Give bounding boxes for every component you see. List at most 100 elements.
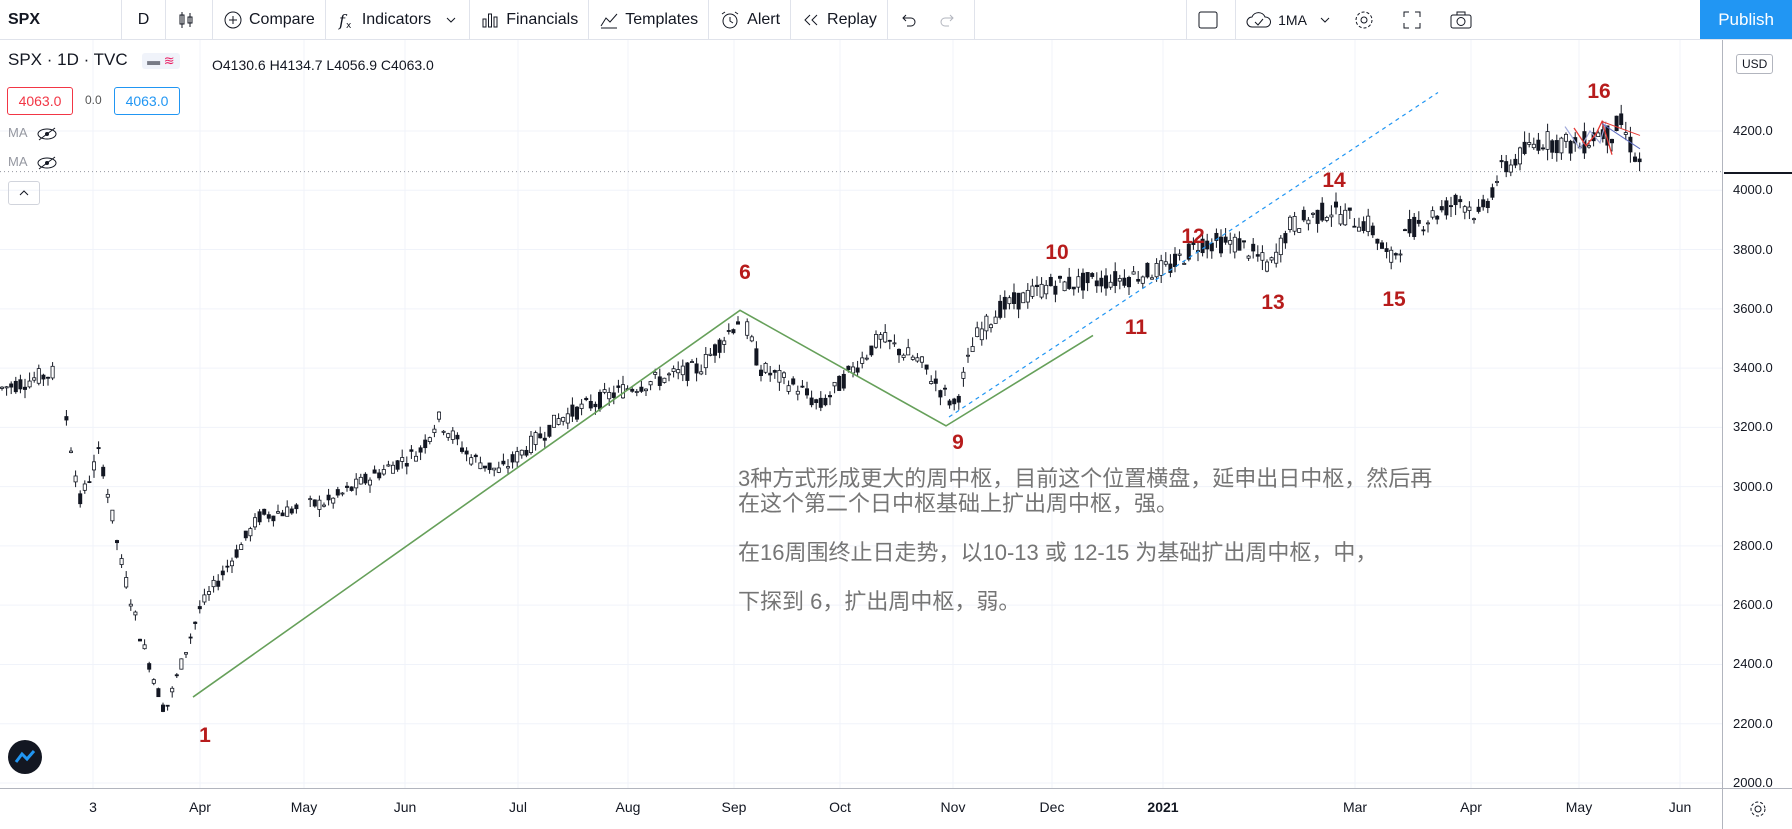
candle-body	[1058, 275, 1063, 279]
candle-body	[602, 389, 607, 393]
ask-price-box[interactable]: 4063.0	[114, 87, 180, 115]
time-axis[interactable]: 3 Apr May Jun Jul Aug Sep Oct Nov Dec 2021 Mar Apr Ma…	[0, 788, 1722, 829]
candle-body	[1416, 219, 1421, 224]
candle-body	[823, 397, 828, 406]
candle-body	[892, 342, 897, 345]
candle-body	[1131, 271, 1136, 275]
candle-body	[1154, 263, 1159, 278]
last-price-marker	[1724, 171, 1792, 174]
candle-body	[312, 499, 317, 507]
price-axis[interactable]: 4200.0 4000.0 3800.0 3600.0 3400.0 3200.0 3000…	[1722, 40, 1792, 790]
snapshot-button[interactable]	[1439, 0, 1489, 39]
tradingview-logo-icon[interactable]	[8, 740, 42, 774]
candle-body	[786, 385, 791, 392]
candle-body	[1338, 214, 1343, 225]
price-chart[interactable]	[0, 40, 1722, 788]
candle-body	[354, 478, 359, 489]
candle-body	[860, 357, 865, 364]
candle-body	[975, 327, 980, 338]
collapse-legend-button[interactable]	[8, 181, 40, 205]
candle-body	[703, 354, 708, 369]
candle-body	[1518, 147, 1523, 165]
candle-body	[1476, 206, 1481, 212]
candle-body	[115, 540, 120, 544]
candle-body	[367, 479, 372, 486]
indicators-label: Indicators	[361, 10, 432, 28]
candle-body	[1380, 242, 1385, 249]
candle-body	[782, 372, 787, 378]
symbol-legend[interactable]: SPX · 1D · TVC ▬ ≋	[8, 50, 180, 70]
candle-body	[1357, 226, 1362, 232]
fullscreen-button[interactable]	[1391, 0, 1439, 39]
price-axis-label: 4000.0	[1733, 182, 1773, 198]
candle-body	[436, 411, 441, 420]
redo-button[interactable]	[928, 0, 975, 39]
candle-body	[1389, 249, 1394, 263]
cloud-save-button[interactable]: 1MA	[1235, 0, 1343, 39]
layout-button[interactable]	[1186, 0, 1235, 39]
axis-settings-button[interactable]	[1722, 788, 1792, 829]
candle-body	[22, 386, 27, 390]
candle-body	[119, 558, 124, 565]
candle-body	[151, 679, 156, 684]
svg-text:f: f	[338, 11, 348, 30]
price-axis-label: 3200.0	[1733, 419, 1773, 435]
candle-body	[722, 340, 727, 345]
templates-icon	[600, 13, 618, 28]
candle-body	[1278, 237, 1283, 256]
candle-body	[13, 380, 18, 393]
interval-button[interactable]: D	[122, 0, 166, 39]
candle-body	[874, 334, 879, 348]
candle-body	[1099, 277, 1104, 287]
publish-button[interactable]: Publish	[1700, 0, 1792, 39]
ma-indicator-2[interactable]: MA	[8, 154, 58, 170]
candle-body	[482, 465, 487, 469]
candle-body	[1347, 207, 1352, 211]
candle-body	[239, 544, 244, 550]
wave-label-12: 12	[1181, 225, 1205, 248]
candle-body	[326, 494, 331, 501]
wave16-blue-channel	[1601, 123, 1641, 150]
candle-body	[920, 356, 925, 363]
candle-body	[441, 430, 446, 433]
candle-body	[174, 674, 179, 677]
candle-body	[1554, 140, 1559, 154]
candle-body	[478, 462, 483, 470]
candle-body	[947, 400, 952, 406]
alert-button[interactable]: Alert	[709, 0, 792, 39]
currency-label[interactable]: USD	[1736, 54, 1774, 74]
eye-off-icon[interactable]	[36, 127, 58, 141]
ma-indicator-1[interactable]: MA	[8, 125, 58, 141]
bid-price-box[interactable]: 4063.0	[7, 87, 73, 115]
plus-circle-icon	[224, 11, 242, 28]
undo-button[interactable]	[888, 0, 928, 39]
replay-button[interactable]: Replay	[791, 0, 888, 39]
candle-body	[556, 418, 561, 425]
candle-body	[206, 591, 211, 595]
candle-body	[1136, 278, 1141, 282]
candle-body	[469, 457, 474, 465]
candle-body	[621, 384, 626, 399]
candle-body	[211, 579, 216, 588]
compare-button[interactable]: Compare	[213, 0, 326, 39]
candle-body	[1559, 137, 1564, 154]
chevron-up-icon	[19, 190, 29, 196]
candle-body	[1370, 225, 1375, 236]
symbol-search-button[interactable]: SPX	[0, 0, 122, 39]
candle-body	[1458, 199, 1463, 203]
candle-body	[1205, 240, 1210, 250]
candle-body	[814, 399, 819, 404]
candle-body	[243, 530, 248, 539]
chart-type-button[interactable]	[166, 0, 213, 39]
candle-body	[1508, 164, 1513, 173]
settings-button[interactable]	[1343, 0, 1391, 39]
legend-hide-icon[interactable]: ▬ ≋	[142, 53, 180, 69]
candle-body	[1545, 131, 1550, 150]
templates-button[interactable]: Templates	[589, 0, 710, 39]
note-line-4: 下探到 6，扩出周中枢，弱。	[738, 589, 1021, 614]
candle-body	[280, 512, 285, 517]
eye-off-icon[interactable]	[36, 156, 58, 170]
financials-button[interactable]: Financials	[470, 0, 590, 39]
